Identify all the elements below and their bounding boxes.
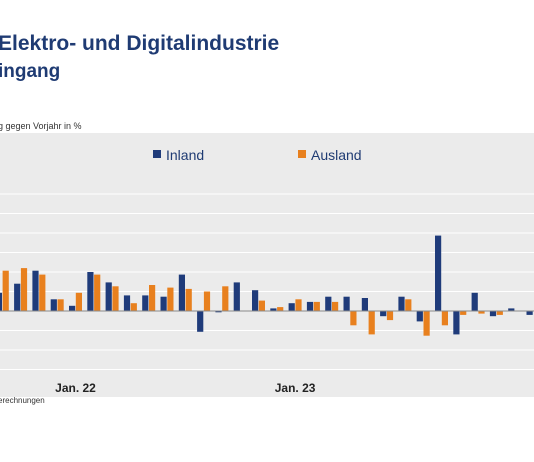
bar-inland xyxy=(215,311,222,313)
bar-chart: Jan. 22 Jan. 23 Inland Ausland xyxy=(0,133,534,397)
legend-label-inland: Inland xyxy=(166,147,204,163)
bar-inland xyxy=(105,282,112,311)
bar-inland xyxy=(306,301,314,311)
bar-ausland xyxy=(258,300,265,311)
bar-inland xyxy=(453,311,460,335)
chart-subtitle: ingang xyxy=(0,61,61,82)
bar-inland xyxy=(0,292,2,311)
bar-ausland xyxy=(423,311,430,336)
bar-ausland xyxy=(350,311,357,326)
bar-ausland xyxy=(496,311,503,315)
bar-inland xyxy=(508,308,515,311)
bar-inland xyxy=(87,272,94,311)
bar-ausland xyxy=(295,299,302,311)
y-axis-label: g gegen Vorjahr in % xyxy=(0,121,82,131)
bar-inland xyxy=(325,296,332,311)
bar-inland xyxy=(160,296,167,311)
bar-ausland xyxy=(332,301,339,311)
bar-inland xyxy=(178,274,185,311)
bar-inland xyxy=(32,270,39,311)
chart-title: Elektro- und Digitalindustrie xyxy=(0,32,280,55)
bar-inland xyxy=(288,303,295,311)
bar-ausland xyxy=(368,311,375,335)
bar-ausland xyxy=(277,307,284,311)
bar-ausland xyxy=(222,286,229,311)
source-note: erechnungen xyxy=(0,396,45,405)
bar-inland xyxy=(435,235,442,311)
bar-inland xyxy=(398,296,405,311)
bar-inland xyxy=(69,305,76,311)
bar-inland xyxy=(361,298,368,311)
bar-ausland xyxy=(94,274,101,311)
bar-inland xyxy=(252,290,259,311)
bar-ausland xyxy=(167,287,174,311)
bar-inland xyxy=(50,299,57,311)
bar-inland xyxy=(489,311,497,317)
bar-inland xyxy=(233,282,240,311)
bar-ausland xyxy=(39,274,46,311)
bar-ausland xyxy=(20,268,28,311)
bar-ausland xyxy=(130,303,137,311)
bar-inland xyxy=(416,311,423,322)
bar-ausland xyxy=(57,299,64,311)
bar-inland xyxy=(123,295,131,311)
bar-ausland xyxy=(112,286,119,311)
bar-inland xyxy=(270,308,277,311)
bar-inland xyxy=(526,311,533,315)
bar-ausland xyxy=(149,285,156,311)
plot-background xyxy=(0,133,534,397)
bar-inland xyxy=(380,311,387,317)
gridlines xyxy=(0,193,534,370)
bar-inland xyxy=(197,311,204,332)
legend-swatch-ausland xyxy=(298,150,306,158)
bar-inland xyxy=(14,283,21,311)
x-tick-label: Jan. 23 xyxy=(275,381,316,395)
bar-ausland xyxy=(75,292,82,311)
bar-series xyxy=(0,235,534,336)
bar-inland xyxy=(471,292,478,311)
legend-label-ausland: Ausland xyxy=(311,147,362,163)
bar-ausland xyxy=(203,291,211,311)
bar-ausland xyxy=(386,311,394,321)
bar-ausland xyxy=(313,301,320,311)
bar-ausland xyxy=(441,311,448,326)
bar-ausland xyxy=(185,288,192,311)
bar-ausland xyxy=(478,311,485,314)
bar-inland xyxy=(343,296,350,311)
legend-swatch-inland xyxy=(153,150,161,158)
bar-inland xyxy=(142,295,149,311)
bar-ausland xyxy=(2,270,9,311)
bar-ausland xyxy=(405,299,412,311)
x-tick-label: Jan. 22 xyxy=(55,381,96,395)
legend: Inland Ausland xyxy=(153,147,362,163)
bar-ausland xyxy=(460,311,467,315)
x-axis-ticks: Jan. 22 Jan. 23 xyxy=(55,381,316,395)
